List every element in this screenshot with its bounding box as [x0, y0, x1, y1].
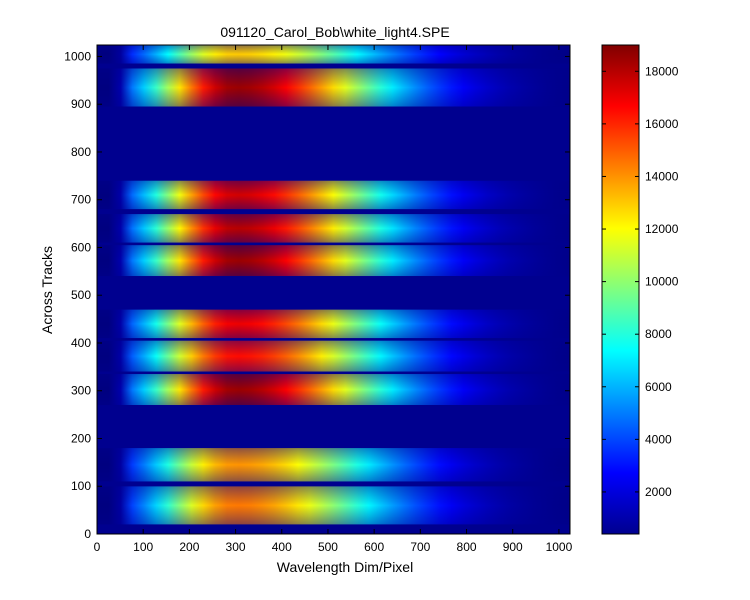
colorbar-tick-label: 2000	[645, 485, 672, 499]
y-tick-label: 100	[71, 479, 91, 493]
colorbar-tick-label: 6000	[645, 380, 672, 394]
heatmap-track	[97, 448, 570, 482]
y-tick-label: 700	[71, 193, 91, 207]
colorbar-tick-label: 14000	[645, 169, 679, 183]
y-tick-label: 400	[71, 336, 91, 350]
heatmap-track	[97, 180, 570, 210]
x-axis-label: Wavelength Dim/Pixel	[277, 559, 413, 575]
x-tick-label: 200	[179, 540, 199, 554]
colorbar-ticks: 2000 4000 6000 8000 10000 12000 14000 16000 1800…	[602, 64, 679, 499]
heatmap-track	[97, 340, 570, 372]
heatmap-track	[97, 45, 570, 64]
y-axis: 0 100 200 300 400 500 600 700 800 900 1000	[64, 49, 570, 541]
x-tick-label: 600	[364, 540, 384, 554]
heatmap-track	[97, 245, 570, 277]
colorbar-tick-label: 8000	[645, 327, 672, 341]
x-tick-label: 500	[318, 540, 338, 554]
colorbar-tick-label: 10000	[645, 275, 679, 289]
colorbar-tick-label: 4000	[645, 432, 672, 446]
x-tick-label: 700	[410, 540, 430, 554]
x-tick-label: 400	[272, 540, 292, 554]
heatmap-tracks	[97, 45, 570, 525]
heatmap-track	[97, 486, 570, 525]
y-tick-label: 300	[71, 384, 91, 398]
x-tick-label: 800	[457, 540, 477, 554]
x-tick-label: 100	[133, 540, 153, 554]
colorbar-tick-label: 12000	[645, 222, 679, 236]
y-tick-label: 900	[71, 97, 91, 111]
colorbar: 2000 4000 6000 8000 10000 12000 14000 16000 1800…	[601, 44, 679, 535]
y-tick-label: 600	[71, 240, 91, 254]
x-tick-label: 1000	[546, 540, 573, 554]
heatmap-track	[97, 214, 570, 243]
heatmap-track	[97, 68, 570, 107]
x-tick-label: 300	[226, 540, 246, 554]
heatmap-track	[97, 309, 570, 339]
x-tick-label: 900	[503, 540, 523, 554]
y-tick-label: 200	[71, 431, 91, 445]
y-axis-label: Across Tracks	[39, 246, 55, 334]
colorbar-tick-label: 18000	[645, 64, 679, 78]
y-tick-label: 1000	[64, 49, 91, 63]
y-tick-label: 0	[84, 527, 91, 541]
colorbar-gradient	[601, 44, 640, 535]
plot-area	[96, 44, 571, 535]
colorbar-tick-label: 16000	[645, 117, 679, 131]
heatmap-track	[97, 374, 570, 406]
plot-border	[96, 44, 571, 535]
chart-title: 091120_Carol_Bob\white_light4.SPE	[220, 24, 449, 40]
x-tick-label: 0	[94, 540, 101, 554]
y-tick-label: 500	[71, 288, 91, 302]
y-tick-label: 800	[71, 145, 91, 159]
x-axis: 0 100 200 300 400 500 600 700 800 900 1000	[94, 45, 573, 554]
